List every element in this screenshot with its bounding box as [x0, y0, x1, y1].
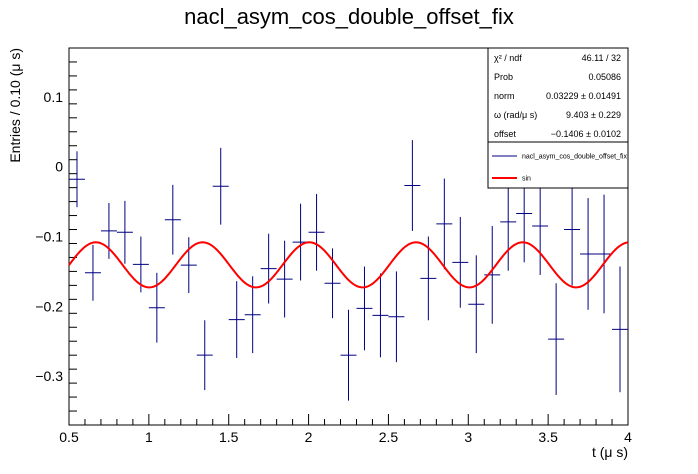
data-point — [436, 178, 453, 270]
legend-label: nacl_asym_cos_double_offset_fix — [522, 154, 627, 161]
y-tick-label: −0.2 — [35, 298, 63, 314]
data-point — [564, 173, 581, 286]
data-point — [532, 177, 549, 275]
data-point — [228, 281, 245, 358]
y-tick-label: −0.1 — [35, 229, 63, 245]
x-tick-label: 4 — [624, 429, 632, 445]
stats-box-frame — [487, 47, 629, 143]
data-point — [69, 151, 85, 208]
x-tick-label: 0.5 — [59, 429, 79, 445]
y-axis-label: Entries / 0.10 (μ s) — [7, 48, 23, 163]
stat-value: −0.1406 ± 0.0102 — [551, 129, 621, 139]
stat-value: 46.11 / 32 — [582, 53, 621, 63]
data-point — [420, 236, 437, 321]
x-tick-label: 3.5 — [538, 429, 558, 445]
y-tick-label: 0.1 — [44, 89, 64, 105]
data-point — [468, 255, 485, 354]
data-point — [116, 200, 133, 264]
x-tick-label: 1 — [145, 429, 153, 445]
data-point — [100, 202, 117, 259]
data-point — [452, 216, 469, 308]
data-point — [244, 276, 261, 354]
fit-curve-sin — [68, 241, 629, 289]
y-tick-label: 0 — [55, 159, 63, 175]
stat-label: offset — [494, 129, 516, 139]
data-point — [148, 272, 165, 343]
chart-title: nacl_asym_cos_double_offset_fix — [184, 4, 514, 29]
x-tick-label: 2.5 — [379, 429, 399, 445]
data-point — [164, 184, 181, 255]
stat-label: Prob — [494, 72, 513, 82]
data-point — [404, 140, 421, 231]
stat-value: 9.403 ± 0.229 — [566, 110, 621, 120]
stat-label: norm — [494, 91, 515, 101]
data-point — [180, 237, 197, 294]
x-axis: 0.5 1 1.5 2 2.5 3 3.5 4 — [59, 414, 632, 445]
y-tick-label: −0.3 — [35, 368, 63, 384]
data-point — [484, 226, 501, 324]
plot-frame — [68, 47, 629, 426]
x-tick-label: 1.5 — [219, 429, 239, 445]
data-point — [388, 271, 405, 363]
x-tick-label: 2 — [305, 429, 313, 445]
data-point — [500, 172, 517, 271]
data-point — [580, 198, 597, 310]
data-point — [548, 283, 565, 395]
data-point — [308, 193, 325, 271]
legend-frame — [487, 141, 629, 189]
stat-value: 0.03229 ± 0.01491 — [546, 91, 621, 101]
legend-label: sin — [522, 176, 531, 183]
data-point — [612, 266, 628, 393]
stats-box: χ² / ndf 46.11 / 32 Prob 0.05086 norm 0.03229… — [487, 47, 629, 143]
data-point — [196, 320, 213, 391]
stat-value: 0.05086 — [588, 72, 621, 82]
stat-label: ω (rad/μ s) — [494, 110, 537, 120]
x-axis-label: t (μ s) — [592, 444, 628, 460]
data-point — [356, 266, 373, 351]
data-point — [276, 240, 293, 318]
y-axis: −0.3 −0.2 −0.1 0 0.1 — [35, 47, 77, 426]
data-point — [372, 273, 389, 358]
x-tick-label: 3 — [464, 429, 472, 445]
stat-label: χ² / ndf — [494, 53, 522, 63]
data-point — [212, 147, 229, 225]
data-point — [260, 233, 277, 304]
data-point — [132, 236, 149, 293]
data-point — [596, 194, 613, 314]
data-point — [340, 309, 357, 401]
data-point — [84, 244, 101, 301]
